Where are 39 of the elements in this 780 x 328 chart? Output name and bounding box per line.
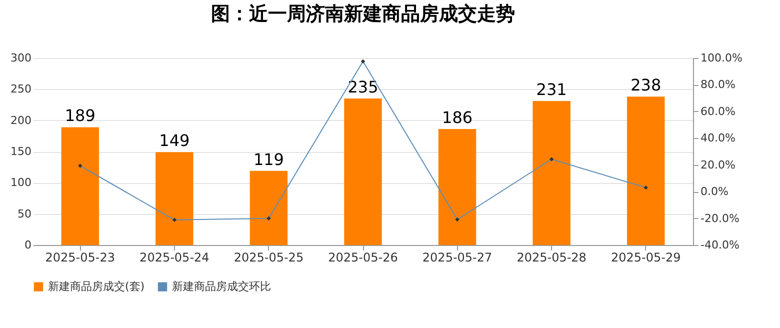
bar <box>438 129 476 245</box>
legend-label: 新建商品房成交(套) <box>48 280 145 293</box>
x-tick-label: 2025-05-27 <box>422 250 492 264</box>
data-label: 231 <box>536 80 567 100</box>
bar <box>156 152 194 245</box>
y-tick-label: 150 <box>10 145 32 158</box>
y-tick-label: 200 <box>10 114 32 127</box>
x-tick-label: 2025-05-23 <box>45 250 116 264</box>
y2-tick-label: 20.0% <box>700 158 736 172</box>
y2-tick-label: 0.0% <box>700 185 728 198</box>
bar <box>344 98 382 245</box>
x-tick-label: 2025-05-25 <box>234 250 304 264</box>
y2-tick-label: 60.0% <box>700 104 736 118</box>
x-tick-label: 2025-05-26 <box>328 250 398 264</box>
legend-label: 新建商品房成交环比 <box>172 280 271 293</box>
y2-tick-label: 80.0% <box>700 78 736 92</box>
bar <box>627 96 665 245</box>
bar <box>532 101 570 245</box>
y2-tick-label: 100.0% <box>700 52 742 64</box>
bar <box>61 127 99 245</box>
y2-tick-label: -20.0% <box>700 212 740 225</box>
chart-title: 图：近一周济南新建商品房成交走势 <box>211 3 515 25</box>
y-tick-label: 0 <box>24 238 32 252</box>
data-label: 149 <box>159 131 190 150</box>
y2-tick-label: -40.0% <box>700 238 740 252</box>
data-label: 189 <box>64 106 96 126</box>
x-tick-label: 2025-05-29 <box>610 250 681 264</box>
x-tick-label: 2025-05-28 <box>516 250 586 264</box>
data-label: 119 <box>253 150 284 169</box>
data-label: 238 <box>630 76 662 95</box>
bar <box>250 170 288 245</box>
data-label: 186 <box>442 108 473 128</box>
y-tick-label: 300 <box>10 52 32 64</box>
y-tick-label: 100 <box>10 176 32 190</box>
y2-tick-label: 40.0% <box>700 132 736 145</box>
data-label: 235 <box>348 78 378 97</box>
y-tick-label: 250 <box>10 82 32 96</box>
x-tick-label: 2025-05-24 <box>140 250 210 264</box>
y-tick-label: 50 <box>18 207 32 220</box>
